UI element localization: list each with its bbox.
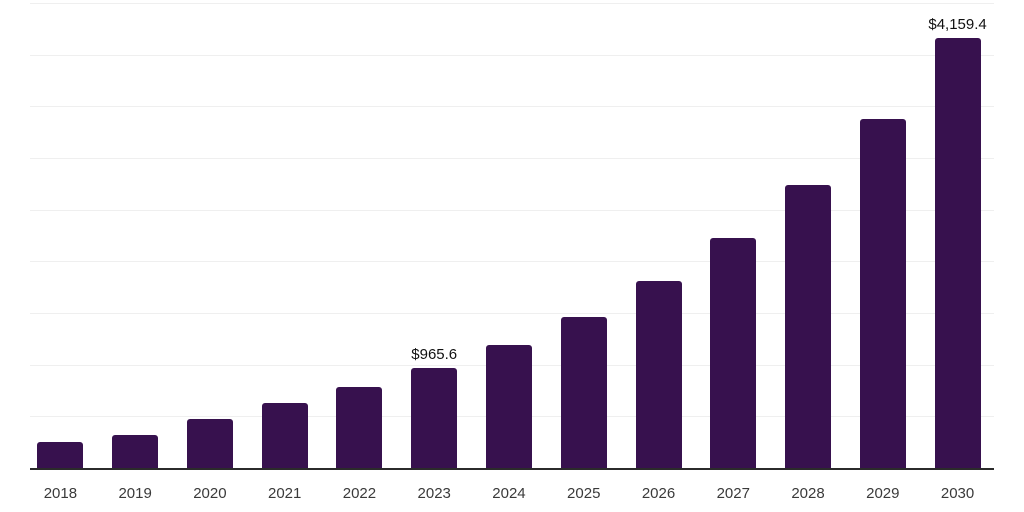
bar-slot-2026 [621,3,696,468]
gridline [30,209,994,211]
bar-2024 [485,345,532,468]
gridline [30,261,994,263]
x-tick-label-2026: 2026 [641,485,676,502]
bar-2027 [710,237,757,468]
data-label-2030: $4,159.4 [928,16,987,34]
x-tick-label-2020: 2020 [193,485,227,502]
bar-slot-2023: $965.6 [397,3,472,468]
bar-2019 [112,435,159,468]
x-tick-label-2022: 2022 [342,485,377,502]
bar-2018 [37,442,84,468]
x-tick-label-2018: 2018 [43,485,78,502]
x-tick-label-2023: 2023 [417,485,451,502]
bar-series: $965.6 $4,159.4 [23,3,995,468]
gridline [30,106,994,108]
bar-slot-2022 [322,3,397,468]
gridline [30,313,994,314]
plot-area: $965.6 $4,159.4 [23,3,995,468]
x-tick-label-2021: 2021 [267,485,302,502]
x-tick-label-2029: 2029 [866,485,900,502]
x-tick-label-2019: 2019 [118,485,152,502]
x-axis-line [30,468,994,470]
gridline [30,158,994,159]
bar-slot-2027 [696,3,771,468]
bar-slot-2029 [845,3,920,468]
bar-2030 [934,38,981,468]
bar-slot-2028 [771,3,846,468]
bar-2026 [635,281,682,468]
data-label-2023: $965.6 [411,346,458,364]
bar-2021 [261,402,308,468]
bar-2028 [785,184,832,468]
bar-2020 [186,419,233,468]
x-tick-label-2028: 2028 [791,485,825,502]
x-tick-label-2030: 2030 [940,485,975,502]
bar-2022 [336,386,383,468]
bar-slot-2021 [247,3,322,468]
gridline [30,3,994,4]
bar-2023 [411,368,458,468]
bar-2025 [560,316,607,468]
bar-slot-2025 [546,3,621,468]
bar-slot-2018 [23,3,98,468]
gridline [30,54,994,56]
x-tick-label-2027: 2027 [716,485,750,502]
x-tick-label-2025: 2025 [567,485,601,502]
x-axis-labels: 2018 2019 2020 2021 2022 2023 2024 2025 2026 2027… [23,485,995,503]
bar-slot-2019 [98,3,173,468]
bar-slot-2020 [173,3,248,468]
bar-slot-2030: $4,159.4 [920,3,995,468]
x-tick-label-2024: 2024 [492,485,526,502]
bar-slot-2024 [472,3,547,468]
bar-2029 [859,118,906,468]
